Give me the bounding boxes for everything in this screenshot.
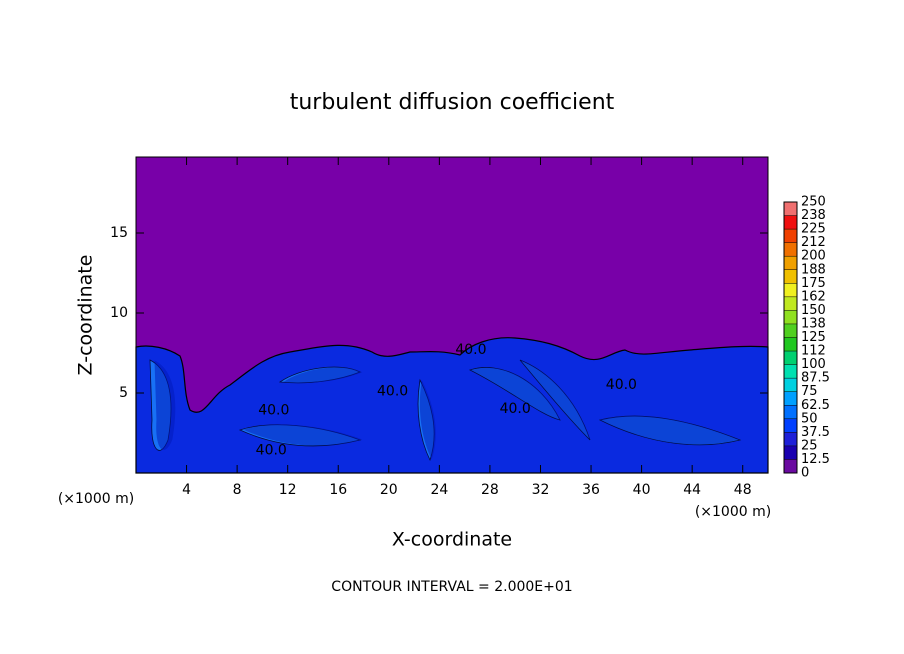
colorbar-tick-label: 212 [801,235,826,250]
colorbar-tick-label: 175 [801,276,826,291]
colorbar-band [784,256,797,270]
colorbar-tick-label: 25 [801,438,818,453]
contour-label: 40.0 [500,401,531,417]
eddy-core [471,367,561,420]
colorbar-tick-label: 100 [801,357,826,372]
x-tick-label: 16 [329,482,347,498]
colorbar-band [784,391,797,406]
x-tick-label: 40 [633,482,651,498]
eddy-core [520,360,591,440]
plot-frame [135,156,769,474]
contour-label: 40.0 [606,377,637,393]
colorbar-band [784,296,797,311]
colorbar-band [784,202,797,216]
colorbar-band [784,229,797,243]
colorbar-tick-label: 238 [801,208,826,223]
colorbar-tick-label: 162 [801,289,826,304]
colorbar-tick-label: 62.5 [801,398,830,413]
y-axis-label: Z-coordinate [75,255,97,376]
x-tick-label: 20 [380,482,398,498]
eddy-core [154,360,176,450]
colorbar-band [784,283,797,297]
y-tick-label: 15 [110,225,128,241]
x-tick-label: 24 [430,482,448,498]
colorbar-band [784,432,797,446]
colorbar-tick-label: 125 [801,330,826,345]
colorbar-band [784,215,797,230]
plot-area: 40.040.040.040.040.040.04 8 12 16 20 24 28 32 36… [110,156,769,498]
colorbar-tick-label: 87.5 [801,371,830,386]
eddy-core [419,380,436,460]
eddy-core [600,415,739,445]
colorbar: 012.52537.55062.57587.510011212513815016… [783,195,830,481]
y-tick-label: 5 [119,385,128,401]
colorbar-band [784,459,797,473]
colorbar-tick-label: 50 [801,411,818,426]
colorbar-band [784,378,797,392]
colorbar-tick-label: 112 [801,344,826,359]
colorbar-tick-label: 150 [801,303,826,318]
x-tick-label: 28 [481,482,499,498]
colorbar-tick-label: 225 [801,222,826,237]
contour-label: 40.0 [258,403,289,419]
y-tick-label: 10 [110,305,128,321]
colorbar-band [784,323,797,338]
colorbar-tick-label: 0 [801,466,809,481]
eddy-core [283,367,363,384]
x-tick-label: 48 [734,482,752,498]
y-unit: (×1000 m) [58,491,134,507]
colorbar-band [784,337,797,352]
colorbar-tick-label: 250 [801,195,826,210]
colorbar-band [784,242,797,257]
colorbar-band [784,310,797,324]
colorbar-band [784,405,797,419]
x-axis-label: X-coordinate [392,529,512,551]
colorbar-tick-label: 138 [801,316,826,331]
contour-label: 40.0 [455,342,486,358]
x-unit: (×1000 m) [695,504,771,520]
colorbar-tick-label: 188 [801,262,826,277]
colorbar-tick-label: 75 [801,384,818,399]
x-tick-label: 12 [279,482,297,498]
x-tick-label: 8 [233,482,242,498]
x-tick-label: 36 [582,482,600,498]
footnote: CONTOUR INTERVAL = 2.000E+01 [331,579,572,595]
colorbar-tick-label: 200 [801,249,826,264]
colorbar-band [784,364,797,379]
contour-label: 40.0 [377,383,408,399]
colorbar-tick-label: 37.5 [801,425,830,440]
colorbar-band [784,445,797,460]
x-tick-label: 4 [182,482,191,498]
x-tick-label: 32 [532,482,550,498]
chart-title: turbulent diffusion coefficient [290,90,615,115]
contour-label: 40.0 [256,443,287,459]
x-tick-label: 44 [683,482,701,498]
colorbar-tick-label: 12.5 [801,452,830,467]
colorbar-band [784,351,797,365]
colorbar-band [784,418,797,433]
eddy-core [243,424,363,446]
colorbar-band [784,269,797,284]
